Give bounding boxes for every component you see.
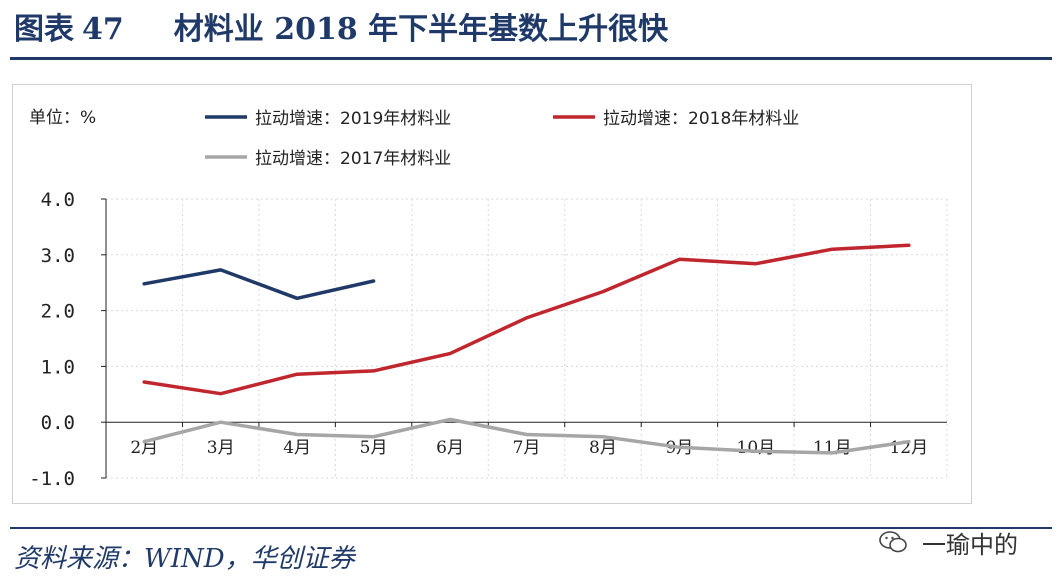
y-tick-label: 1.0: [41, 356, 75, 378]
x-tick-label: 3月: [207, 438, 235, 458]
x-tick-label: 10月: [737, 438, 776, 458]
y-tick-label: 2.0: [41, 301, 75, 323]
line-chart: 4.03.02.01.00.0-1.02月 3月 4月 5月 6月 7月 8月 9月 10月 11…: [29, 108, 948, 490]
x-tick-label: 5月: [360, 438, 388, 458]
x-tick-label: 7月: [513, 438, 541, 458]
watermark: 一瑜中的: [878, 527, 1018, 559]
watermark-text: 一瑜中的: [922, 530, 1018, 559]
series-line-0: [142, 268, 376, 301]
y-tick-label: 0.0: [41, 412, 75, 434]
y-tick-label: 4.0: [41, 189, 75, 211]
chart-frame: 4.0 3.0 2.0 1.0 0.0 -1.0 2月 3月 4月 5月 6月 7月 8月 9月 10月 11…: [12, 84, 972, 504]
footer-rule: [10, 527, 1052, 529]
figure-title-text: 材料业 2018 年下半年基数上升很快: [173, 12, 669, 47]
y-tick-label: -1.0: [29, 468, 75, 490]
series-line-2: [142, 417, 911, 455]
legend-label: 拉动增速：2017年材料业: [255, 149, 451, 169]
title-rule: [10, 57, 1052, 60]
figure-label: 图表: [14, 12, 74, 47]
x-tick-label: 6月: [436, 438, 464, 458]
y-tick-label: 3.0: [41, 245, 75, 267]
legend-label: 拉动增速：2019年材料业: [255, 109, 451, 129]
x-tick-label: 11月: [813, 438, 852, 458]
unit-label: 单位：%: [29, 108, 96, 128]
x-tick-label: 2月: [130, 438, 158, 458]
source-note: 资料来源：WIND，华创证券: [14, 544, 355, 574]
x-tick-label: 4月: [283, 438, 311, 458]
wechat-icon: [879, 531, 907, 553]
series-line-1: [142, 243, 911, 396]
legend-label: 拉动增速：2018年材料业: [603, 109, 799, 129]
figure-number: 47: [82, 12, 124, 47]
figure-title: 图表 47 材料业 2018 年下半年基数上升很快: [14, 8, 668, 52]
x-tick-label: 8月: [589, 438, 617, 458]
